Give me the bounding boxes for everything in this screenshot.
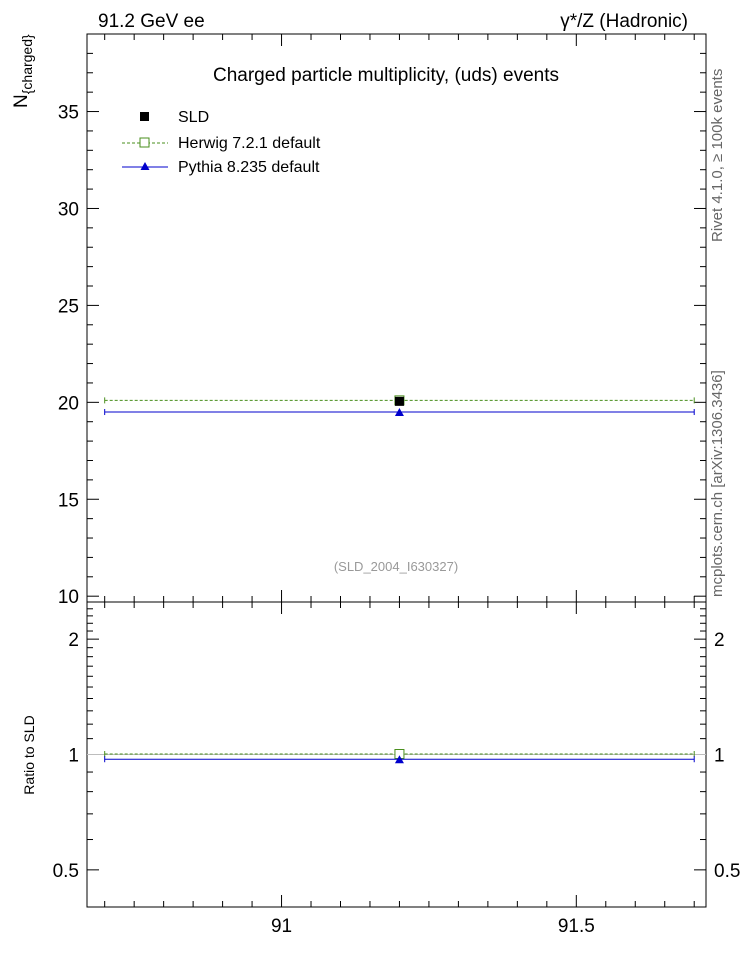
header-left: 91.2 GeV ee [98,11,205,32]
side-text-mcplots: mcplots.cern.ch [arXiv:1306.3436] [709,370,726,597]
legend-marker-sld [140,112,149,121]
legend: SLD Herwig 7.2.1 default Pythia 8.235 de… [122,109,321,176]
ratio-y-axis-label: Ratio to SLD [21,715,37,794]
chart-marks-layer: 10 15 20 25 30 35 91 91.5 0.5 0.5 1 1 2 2 [53,33,740,937]
main-y-axis-label-main: N [11,94,32,108]
ratio-y-tick-label-right: 0.5 [714,861,740,882]
main-y-axis-label-subscript: {charged} [19,34,35,94]
main-y-tick-label: 10 [58,587,79,608]
ratio-x-tick-label: 91 [271,916,292,937]
header-right: γ*/Z (Hadronic) [560,11,688,32]
main-pythia-marker [394,408,404,417]
main-y-tick-label: 35 [58,103,79,124]
legend-marker-herwig [139,137,150,148]
ratio-y-tick-label: 1 [68,746,79,767]
ratio-y-tick-label-right: 1 [714,746,725,767]
legend-label-sld: SLD [178,109,209,126]
ratio-y-tick-label: 0.5 [53,861,79,882]
analysis-watermark: (SLD_2004_I630327) [334,559,458,574]
legend-marker-pythia [140,162,150,170]
main-sld-marker [394,396,404,406]
ratio-pythia-marker [394,755,404,764]
chart-title: Charged particle multiplicity, (uds) eve… [213,65,559,86]
ratio-y-tick-label-right: 2 [714,630,725,651]
ratio-y-tick-label: 2 [68,630,79,651]
main-y-tick-label: 30 [58,199,79,220]
side-text-rivet: Rivet 4.1.0, ≥ 100k events [709,69,726,242]
main-y-tick-label: 15 [58,490,79,511]
main-y-tick-label: 20 [58,393,79,414]
legend-label-herwig: Herwig 7.2.1 default [178,135,321,152]
main-y-tick-label: 25 [58,296,79,317]
legend-label-pythia: Pythia 8.235 default [178,159,320,176]
ratio-x-tick-label: 91.5 [558,916,595,937]
main-y-axis-label: N{charged} [11,34,35,108]
